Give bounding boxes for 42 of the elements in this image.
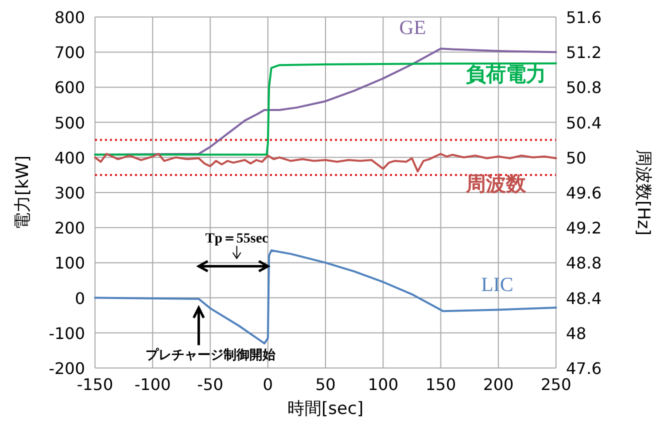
annotation: Tp＝55sec [205,231,268,246]
y-tick-label: 0 [74,288,85,308]
y-tick-label: 500 [54,113,85,132]
y-tick-label: 400 [54,148,85,168]
x-tick-label: 250 [540,375,572,394]
y2-tick-label: 50.8 [566,78,602,98]
x-tick-label: 50 [315,375,336,394]
x-tick-label: 200 [483,375,514,394]
y2-tick-label: 50 [566,148,586,168]
y-tick-label: 300 [54,184,85,202]
y2-tick-label: 51.2 [566,43,602,62]
y2-tick-label: 47.6 [566,359,602,378]
y2-tick-label: 49.2 [566,218,602,238]
y-tick-label: 700 [54,43,85,62]
x-tick-label: -150 [76,375,114,394]
y2-tick-label: 48.8 [566,254,602,273]
y2-tick-label: 48.4 [566,288,602,308]
y2-tick-label: 48 [566,324,586,343]
y-tick-label: -100 [48,324,85,343]
y2-axis-title: 周波数[Hz] [633,150,653,236]
y-tick-label: 200 [54,218,85,238]
y-axis-title: 電力[kW] [13,156,33,230]
series-label: GE [399,16,426,39]
line-series [94,249,557,344]
x-tick-label: 0 [262,375,273,394]
y-tick-label: 800 [54,8,85,27]
x-axis-title: 時間[sec] [288,399,364,419]
annotation: プレチャージ制御開始 [146,347,277,364]
series-label: LIC [481,274,514,296]
y2-tick-label: 49.6 [566,184,602,202]
x-tick-label: -100 [134,375,171,394]
x-tick-label: -50 [197,375,224,394]
y-tick-label: 100 [54,254,85,273]
y-tick-label: -200 [48,359,85,378]
series-label: 負荷電力 [466,62,546,86]
y-tick-label: 600 [54,78,85,98]
y2-tick-label: 51.6 [566,8,602,27]
series-label: 周波数 [465,172,528,196]
y2-tick-label: 50.4 [566,113,602,132]
line-series [94,152,557,172]
x-tick-label: 100 [368,375,398,394]
x-tick-label: 150 [425,375,456,394]
